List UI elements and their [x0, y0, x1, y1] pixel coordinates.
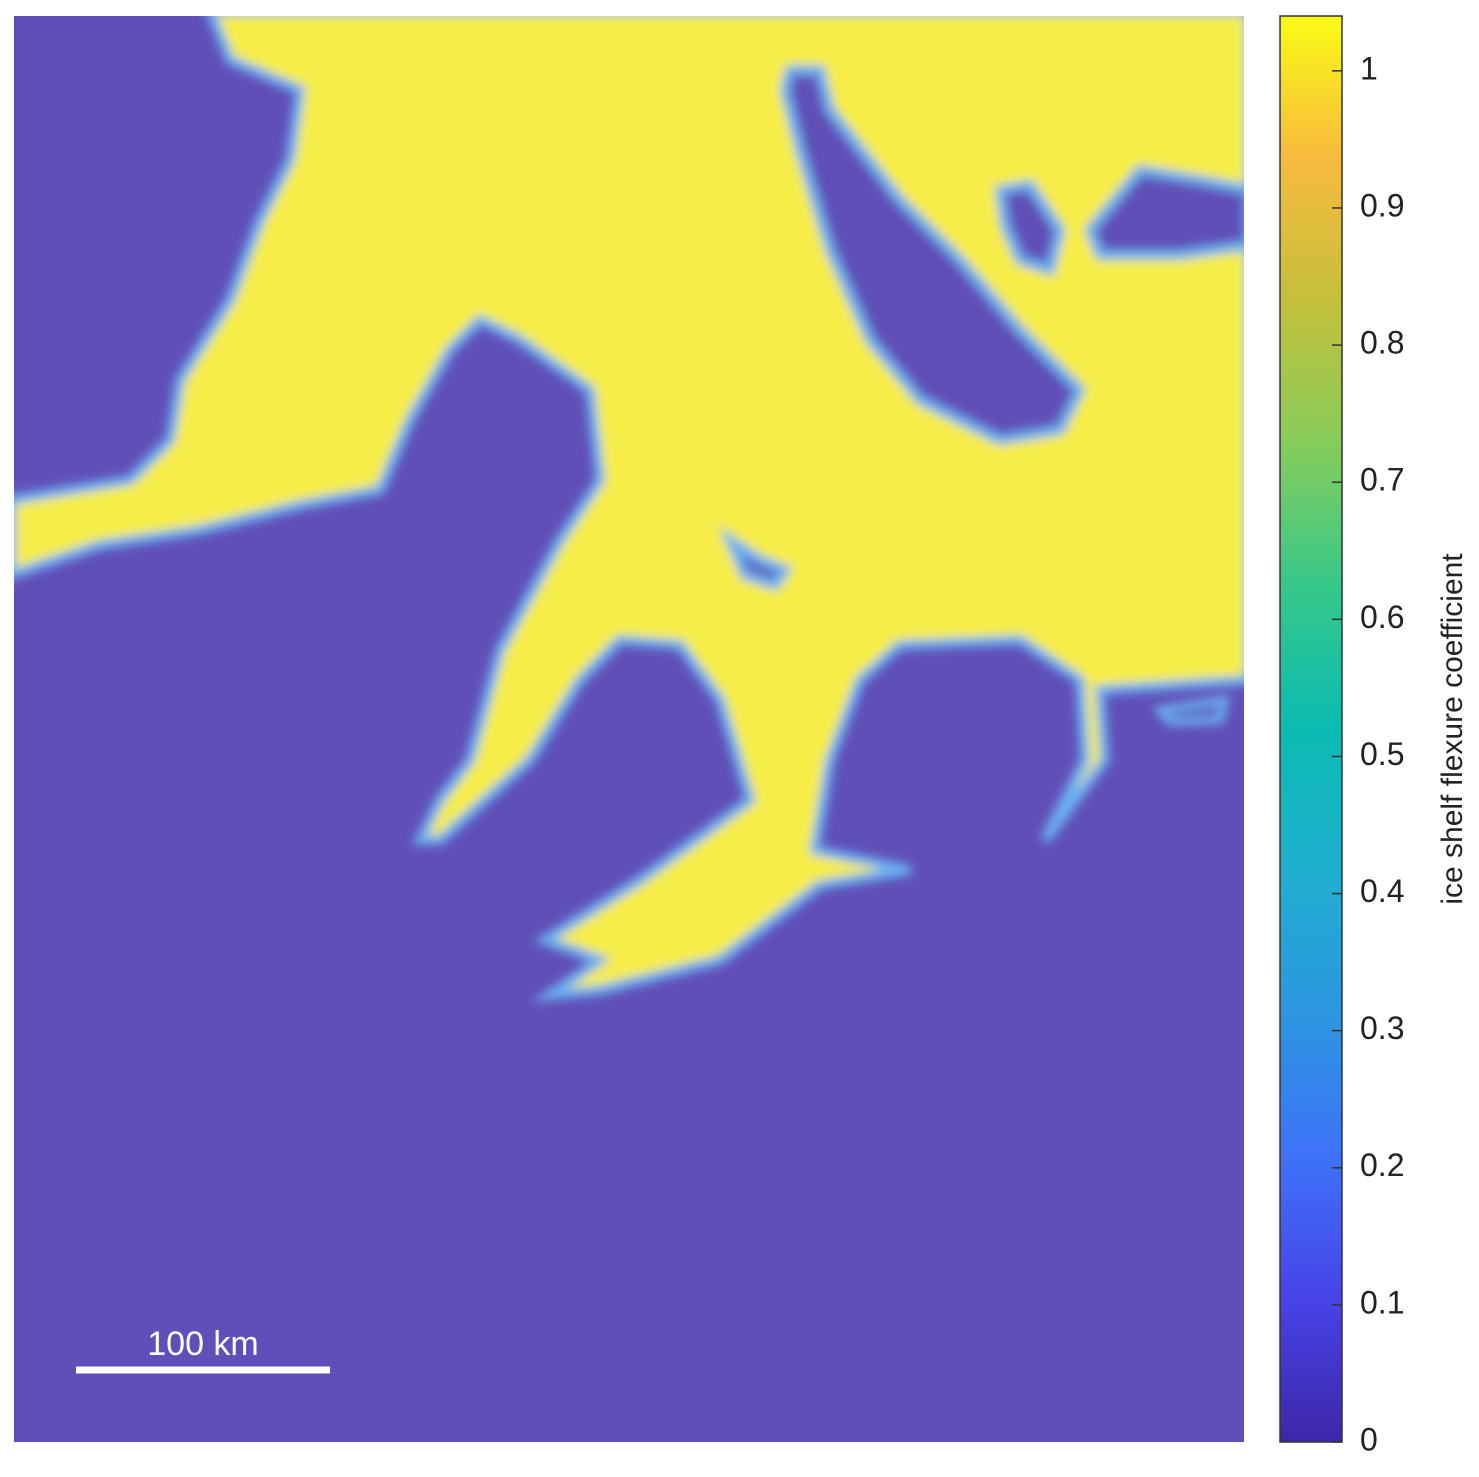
colorbar-tick-label: 0.6 [1360, 599, 1404, 635]
colorbar: ice shelf flexure coefficient 0 0.1 0.2 0.3… [1279, 15, 1469, 1457]
colorbar-tick-label: 0.3 [1360, 1010, 1404, 1046]
colorbar-tick-label: 0.4 [1360, 873, 1404, 909]
ice-shelf [14, 16, 1244, 1002]
colorbar-tick-label: 0.8 [1360, 325, 1404, 361]
colorbar-tick-label: 0.9 [1360, 187, 1404, 223]
colorbar-gradient [1279, 15, 1343, 1443]
colorbar-tick-label: 0.2 [1360, 1147, 1404, 1183]
colorbar-tick-label: 0 [1360, 1421, 1378, 1457]
colorbar-tick-label: 0.7 [1360, 462, 1404, 498]
map-area: 100 km [14, 16, 1244, 1442]
colorbar-tick-label: 0.1 [1360, 1284, 1404, 1320]
colorbar-tick-label: 0.5 [1360, 736, 1404, 772]
colorbar-label: ice shelf flexure coefficient [1436, 553, 1469, 905]
scale-bar-label: 100 km [147, 1325, 259, 1363]
colorbar-tick-label: 1 [1360, 50, 1378, 86]
